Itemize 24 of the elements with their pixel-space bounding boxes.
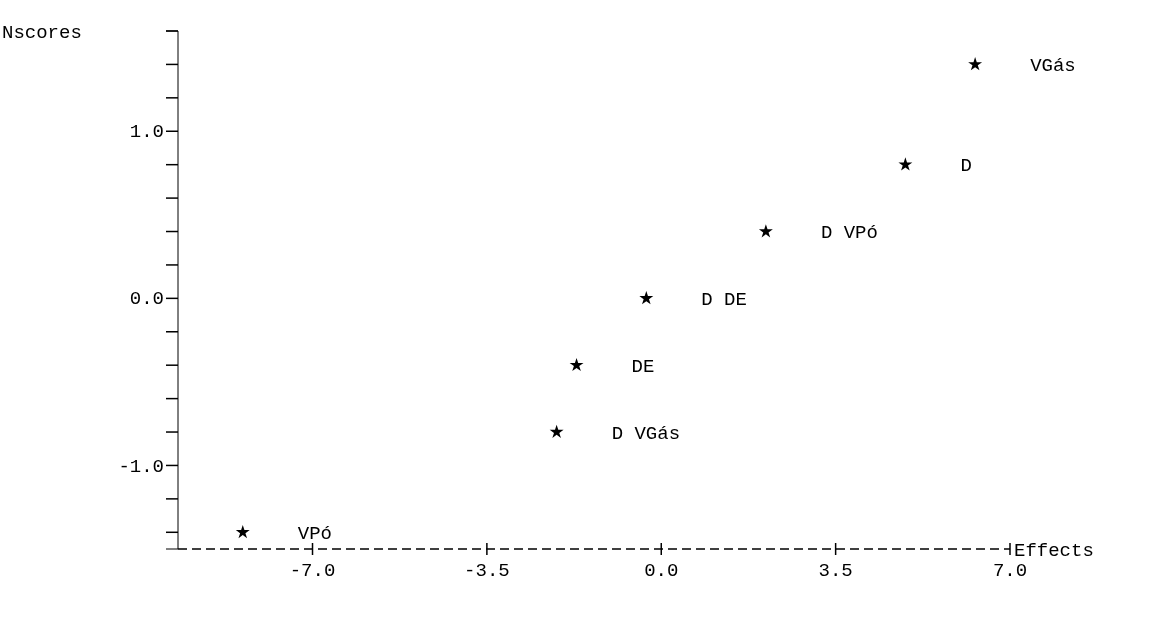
point	[569, 357, 584, 372]
annotation: D	[960, 155, 972, 178]
point	[898, 157, 913, 171]
annotation: D DE	[701, 289, 747, 311]
point	[639, 291, 654, 305]
point	[549, 424, 564, 438]
x-tick-label: -3.5	[464, 560, 510, 582]
annotation: VPó	[297, 522, 332, 545]
y-axis-title: Nscores	[2, 21, 82, 44]
y-tick-label: 1.0	[129, 121, 164, 144]
point	[758, 224, 773, 238]
x-axis-title: Effects	[1014, 539, 1094, 562]
annotation: VGás	[1030, 55, 1076, 78]
y-tick-label: -1.0	[118, 455, 164, 478]
annotation: DE	[631, 355, 655, 378]
point	[968, 57, 983, 71]
x-tick-label: 7.0	[992, 560, 1028, 582]
annotation: D VPó	[820, 222, 878, 245]
x-tick-label: 0.0	[644, 560, 679, 582]
annotation: D VGás	[611, 422, 681, 445]
x-tick-label: 3.5	[818, 560, 853, 582]
x-tick-label: -7.0	[289, 560, 336, 582]
point	[235, 524, 250, 539]
y-tick-label: 0.0	[129, 288, 164, 311]
